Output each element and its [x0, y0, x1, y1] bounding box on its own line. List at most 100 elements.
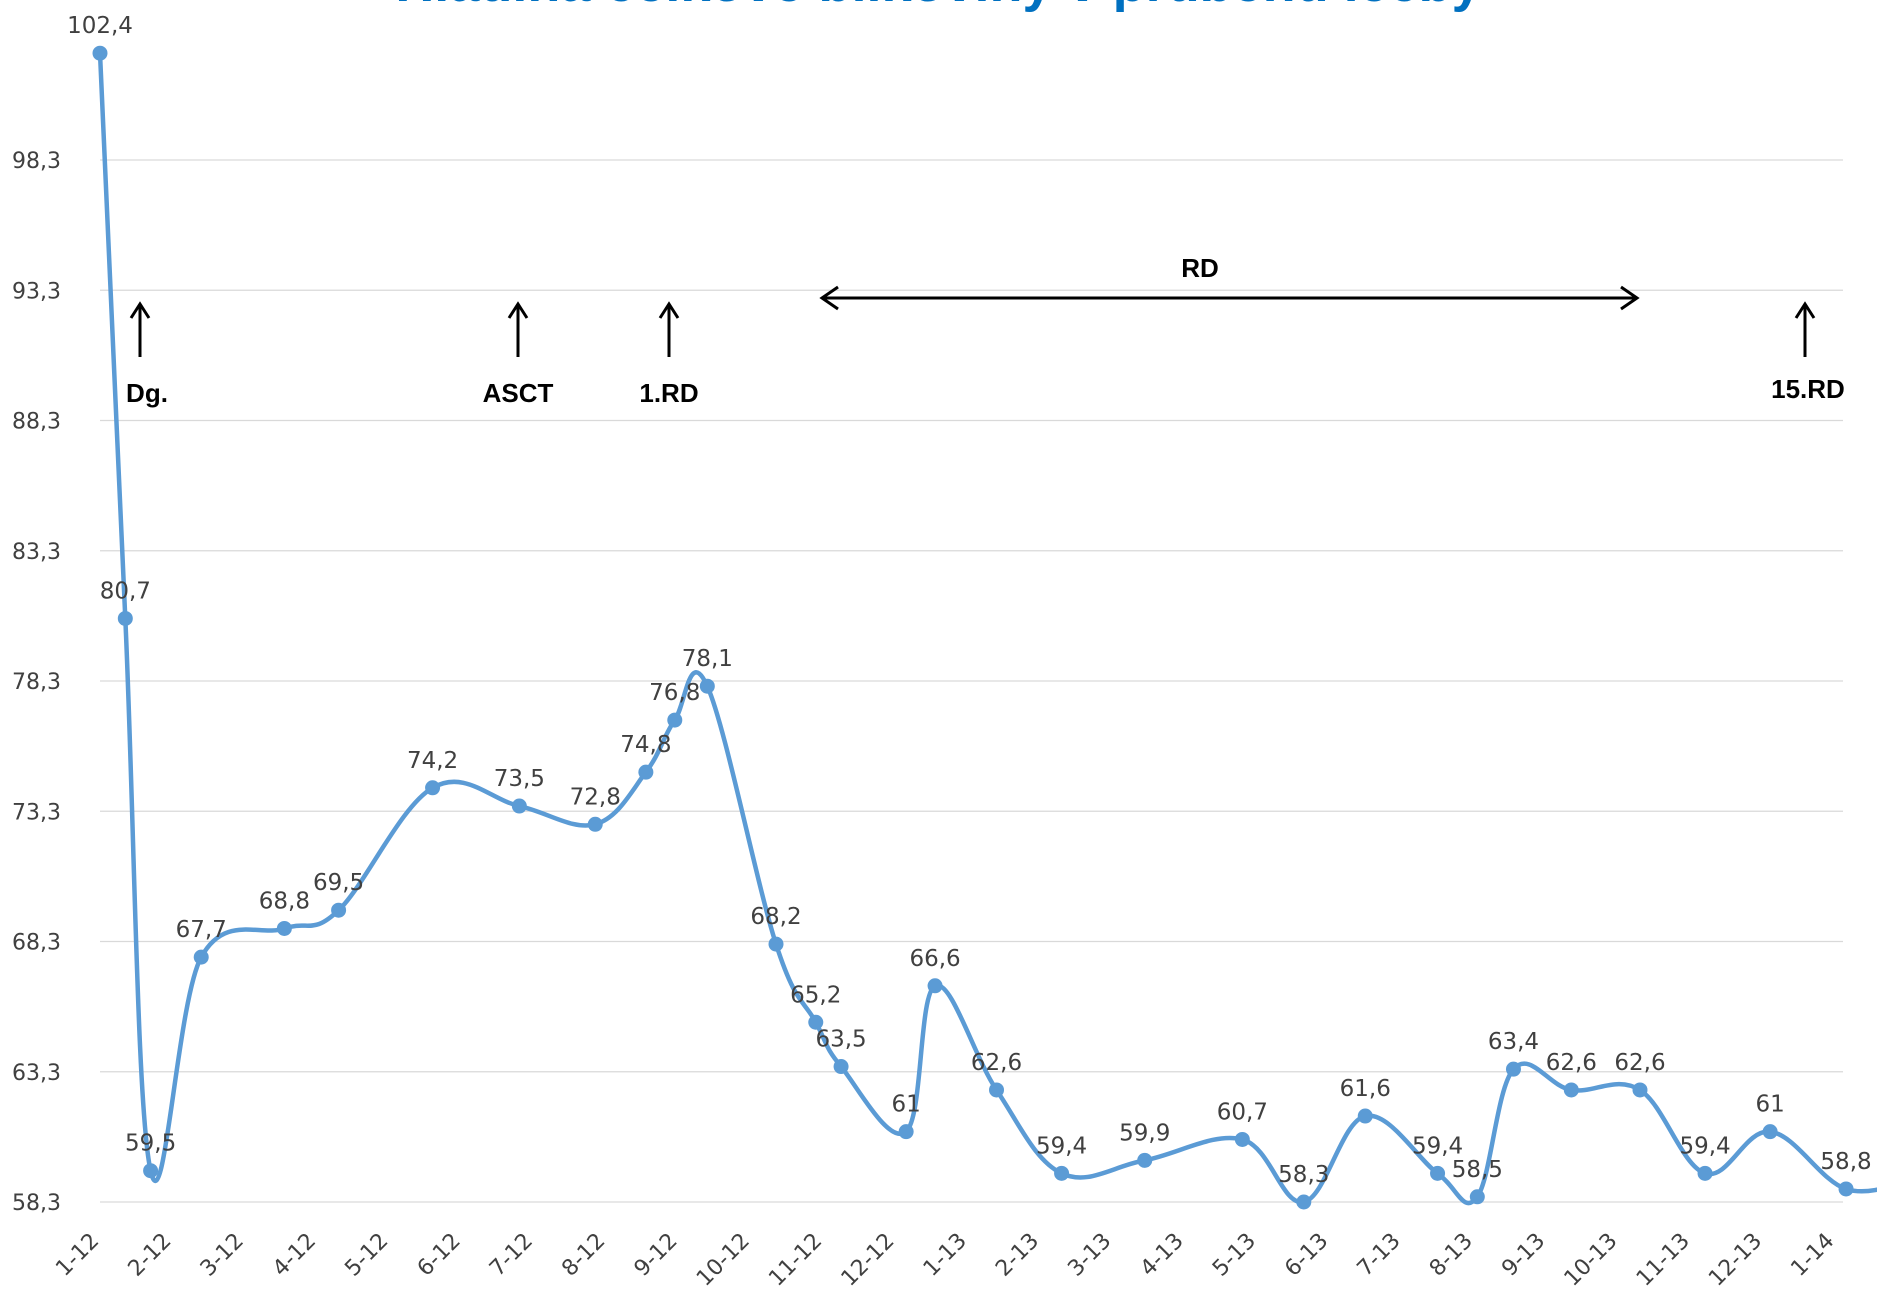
x-axis-ticks: 1-12 2-12 3-12 4-12 5-12 6-12 7-12 8-12 9-12 10-1…	[51, 1229, 1839, 1290]
data-point	[699, 678, 715, 694]
data-label: 59,4	[1036, 1133, 1087, 1159]
data-point	[638, 764, 654, 780]
data-label: 102,4	[67, 13, 133, 39]
data-point	[1137, 1152, 1153, 1168]
chart-title: Hladina celkové bílkoviny v průběhu léčb…	[0, 0, 1877, 14]
asct-annotation: ASCT	[483, 378, 554, 408]
dg-arrow	[129, 301, 151, 357]
data-label: 63,4	[1488, 1029, 1539, 1055]
data-label: 74,2	[407, 748, 458, 774]
x-tick-label: 1-12	[51, 1229, 104, 1282]
data-label: 76,8	[649, 680, 700, 706]
y-tick-label: 83,3	[12, 540, 61, 565]
rd15-annotation: 15.RD	[1771, 374, 1845, 404]
data-label: 58,3	[1278, 1162, 1329, 1188]
data-label: 69,5	[313, 870, 364, 896]
rd1-arrow	[658, 301, 680, 357]
data-label: 59,9	[1119, 1120, 1170, 1146]
data-point	[1762, 1124, 1778, 1140]
data-point	[193, 949, 209, 965]
x-tick-label: 12-13	[1704, 1229, 1767, 1290]
data-label: 58,8	[1820, 1149, 1871, 1175]
x-tick-label: 2-12	[124, 1229, 177, 1282]
data-point	[1632, 1082, 1648, 1098]
data-point	[276, 920, 292, 936]
y-tick-label: 58,3	[12, 1191, 61, 1216]
data-point	[1296, 1194, 1312, 1210]
data-label: 62,6	[1614, 1050, 1665, 1076]
data-label: 63,5	[815, 1027, 866, 1053]
data-point	[1234, 1131, 1250, 1147]
y-tick-label: 88,3	[12, 410, 61, 435]
data-label: 59,4	[1412, 1133, 1463, 1159]
data-point	[898, 1124, 914, 1140]
data-point	[1469, 1189, 1485, 1205]
data-label: 65,2	[790, 982, 841, 1008]
data-label: 66,6	[909, 946, 960, 972]
data-label: 67,7	[176, 917, 227, 943]
series-total-protein	[97, 53, 1877, 1206]
data-point	[1505, 1061, 1521, 1077]
x-tick-label: 7-12	[485, 1229, 538, 1282]
data-point	[1430, 1165, 1446, 1181]
data-points	[92, 45, 1854, 1210]
x-tick-label: 8-13	[1425, 1229, 1478, 1282]
data-label: 68,2	[750, 904, 801, 930]
data-label: 78,1	[682, 646, 733, 672]
data-point	[808, 1014, 824, 1030]
annotations: Dg. ASCT 1.RD 15.RD RD	[126, 253, 1845, 408]
asct-arrow	[507, 301, 529, 357]
x-tick-label: 8-12	[557, 1229, 610, 1282]
data-label: 59,5	[125, 1131, 176, 1157]
x-tick-label: 12-12	[837, 1229, 900, 1290]
data-point	[92, 45, 108, 61]
data-label: 68,8	[259, 888, 310, 914]
data-point	[511, 798, 527, 814]
y-tick-label: 63,3	[12, 1061, 61, 1086]
grid-lines	[100, 159, 1843, 1203]
rd-annotation: RD	[1181, 253, 1219, 283]
x-tick-label: 3-12	[196, 1229, 249, 1282]
data-point	[1054, 1165, 1070, 1181]
x-tick-label: 2-13	[991, 1229, 1044, 1282]
data-label: 61	[892, 1092, 921, 1118]
data-point	[117, 610, 133, 626]
x-tick-label: 4-13	[1136, 1229, 1189, 1282]
x-tick-label: 7-13	[1353, 1229, 1406, 1282]
data-label: 60,7	[1217, 1099, 1268, 1125]
data-label: 61	[1755, 1092, 1784, 1118]
data-label: 80,7	[100, 578, 151, 604]
x-tick-label: 4-12	[268, 1229, 321, 1282]
y-tick-label: 68,3	[12, 931, 61, 956]
data-point	[1357, 1108, 1373, 1124]
x-tick-label: 5-13	[1208, 1229, 1261, 1282]
data-label: 62,6	[1546, 1050, 1597, 1076]
data-point	[927, 978, 943, 994]
data-point	[143, 1163, 159, 1179]
x-tick-label: 11-13	[1632, 1229, 1695, 1290]
x-tick-label: 6-12	[413, 1229, 466, 1282]
x-tick-label: 5-12	[340, 1229, 393, 1282]
x-tick-label: 1-14	[1786, 1229, 1839, 1282]
data-point	[425, 780, 441, 796]
x-tick-label: 9-13	[1497, 1229, 1550, 1282]
data-point	[833, 1059, 849, 1075]
data-label: 74,8	[620, 732, 671, 758]
data-label: 73,5	[494, 766, 545, 792]
data-label: 58,5	[1452, 1157, 1503, 1183]
data-point	[667, 712, 683, 728]
x-tick-label: 3-13	[1063, 1229, 1116, 1282]
data-labels: 102,4 80,7 59,5 67,7 68,869,5 74,2 73,5 72,8 74,…	[67, 13, 1872, 1188]
x-tick-label: 11-12	[764, 1229, 827, 1290]
rd15-arrow	[1794, 301, 1816, 357]
data-point	[331, 902, 347, 918]
dg-annotation: Dg.	[126, 378, 168, 408]
data-label: 62,6	[971, 1050, 1022, 1076]
y-tick-label: 98,3	[12, 149, 61, 174]
data-label: 59,4	[1679, 1133, 1730, 1159]
series-line	[97, 53, 1877, 1206]
rd-range-arrow	[819, 285, 1640, 311]
y-axis-ticks: 58,3 63,3 68,3 73,3 78,3 83,3 88,3 93,3 98,3	[12, 149, 61, 1216]
data-label: 61,6	[1340, 1076, 1391, 1102]
data-point	[1697, 1165, 1713, 1181]
